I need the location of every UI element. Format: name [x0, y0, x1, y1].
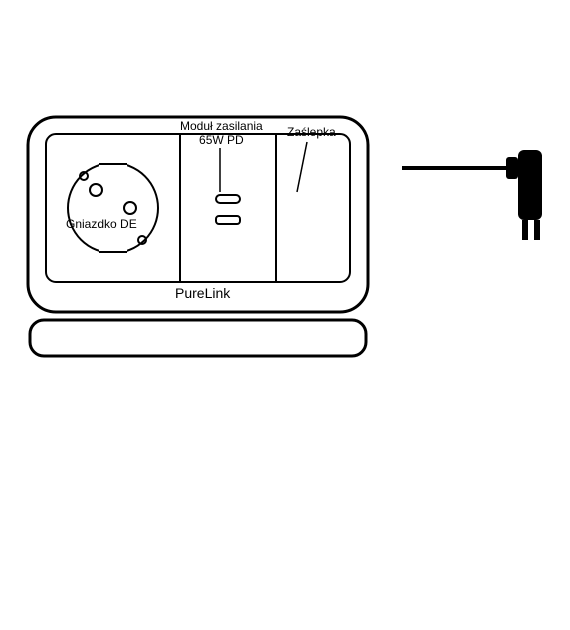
label-blank-cover: Zaślepka [287, 126, 336, 140]
diagram-stage: Gniazdko DE Moduł zasilania 65W PD Zaśle… [0, 0, 570, 630]
label-brand: PureLink [175, 285, 230, 301]
socket-de [68, 161, 158, 255]
power-plug [402, 150, 542, 240]
usb-port-top [216, 195, 240, 203]
device-bottom [30, 320, 366, 356]
usb-port-bottom [216, 216, 240, 224]
socket-pin-left [90, 184, 102, 196]
diagram-svg [0, 0, 570, 630]
socket-pin-right [124, 202, 136, 214]
label-socket: Gniazdko DE [66, 218, 137, 232]
label-power-module: Moduł zasilania 65W PD [180, 120, 263, 148]
callout-blank [297, 142, 307, 192]
